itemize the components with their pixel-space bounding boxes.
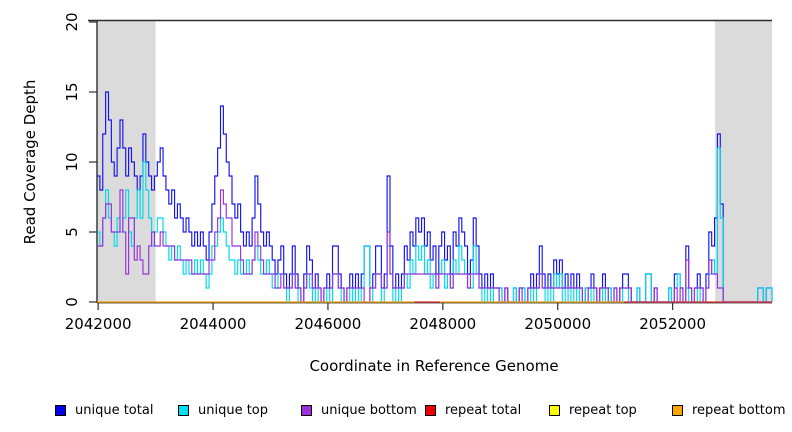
- x-tick-label: 2048000: [409, 315, 477, 333]
- legend-swatch: [178, 404, 189, 416]
- legend-swatch: [55, 404, 66, 416]
- y-tick-label: 10: [63, 152, 81, 172]
- legend-label: unique bottom: [321, 402, 417, 418]
- legend-item-unique-total: unique total: [55, 401, 153, 419]
- legend-label: unique top: [198, 402, 269, 418]
- y-tick-label: 0: [63, 297, 81, 307]
- x-tick-label: 2042000: [64, 315, 132, 333]
- legend-item-repeat-top: repeat top: [549, 401, 637, 419]
- legend-swatch: [425, 404, 436, 416]
- legend-swatch: [672, 404, 683, 416]
- y-tick-label: 20: [63, 12, 81, 32]
- legend-item-repeat-bottom: repeat bottom: [672, 401, 786, 419]
- legend-item-unique-top: unique top: [178, 401, 268, 419]
- series-unique-total: [97, 91, 773, 303]
- x-tick-label: 2046000: [294, 315, 362, 333]
- x-tick-label: 2052000: [639, 315, 707, 333]
- legend-item-unique-bottom: unique bottom: [301, 401, 417, 419]
- legend-label: repeat bottom: [692, 402, 786, 418]
- x-tick-label: 2044000: [179, 315, 247, 333]
- legend-item-repeat-total: repeat total: [425, 401, 521, 419]
- series-unique-top: [97, 147, 773, 303]
- chart-legend: unique total unique top unique bottom repea…: [0, 399, 792, 419]
- legend-label: repeat top: [569, 402, 637, 418]
- y-tick-label: 15: [63, 82, 81, 102]
- shaded-region: [715, 21, 772, 302]
- y-tick-label: 5: [63, 227, 81, 237]
- legend-label: repeat total: [445, 402, 522, 418]
- series-unique-bottom: [97, 189, 772, 303]
- legend-swatch: [301, 404, 312, 416]
- y-axis-title: Read Coverage Depth: [21, 79, 39, 245]
- x-axis-title: Coordinate in Reference Genome: [309, 357, 559, 375]
- legend-label: unique total: [75, 402, 154, 418]
- legend-swatch: [549, 404, 560, 416]
- x-tick-label: 2050000: [524, 315, 592, 333]
